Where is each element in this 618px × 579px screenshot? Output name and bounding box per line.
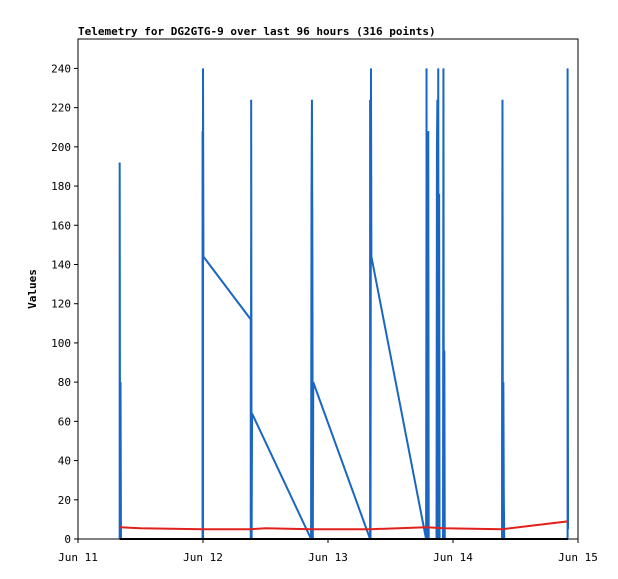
y-tick-label: 220	[51, 102, 71, 115]
y-tick-label: 180	[51, 180, 71, 193]
y-tick-label: 80	[58, 376, 71, 389]
y-tick-label: 120	[51, 298, 71, 311]
y-tick-label: 60	[58, 415, 71, 428]
y-axis: 0 20 40 60 80 100 120 140 160 180 200 220 240	[51, 62, 78, 546]
x-tick-label: Jun 11	[58, 551, 98, 564]
x-tick-label: Jun 14	[433, 551, 473, 564]
x-axis: Jun 11 Jun 12 Jun 13 Jun 14 Jun 15	[58, 539, 598, 564]
series-line-1	[119, 520, 568, 531]
y-tick-label: 100	[51, 337, 71, 350]
x-tick-label: Jun 15	[558, 551, 598, 564]
x-tick-label: Jun 12	[183, 551, 223, 564]
y-tick-label: 200	[51, 141, 71, 154]
y-tick-label: 0	[64, 533, 71, 546]
y-tick-label: 160	[51, 219, 71, 232]
series-line-0	[118, 68, 570, 540]
y-axis-label: Values	[26, 269, 39, 309]
y-tick-label: 140	[51, 258, 71, 271]
x-tick-label: Jun 13	[308, 551, 348, 564]
y-tick-label: 20	[58, 494, 71, 507]
y-tick-label: 240	[51, 62, 71, 75]
chart-title: Telemetry for DG2GTG-9 over last 96 hour…	[78, 25, 436, 38]
y-tick-label: 40	[58, 455, 71, 468]
series-layer	[118, 68, 570, 540]
